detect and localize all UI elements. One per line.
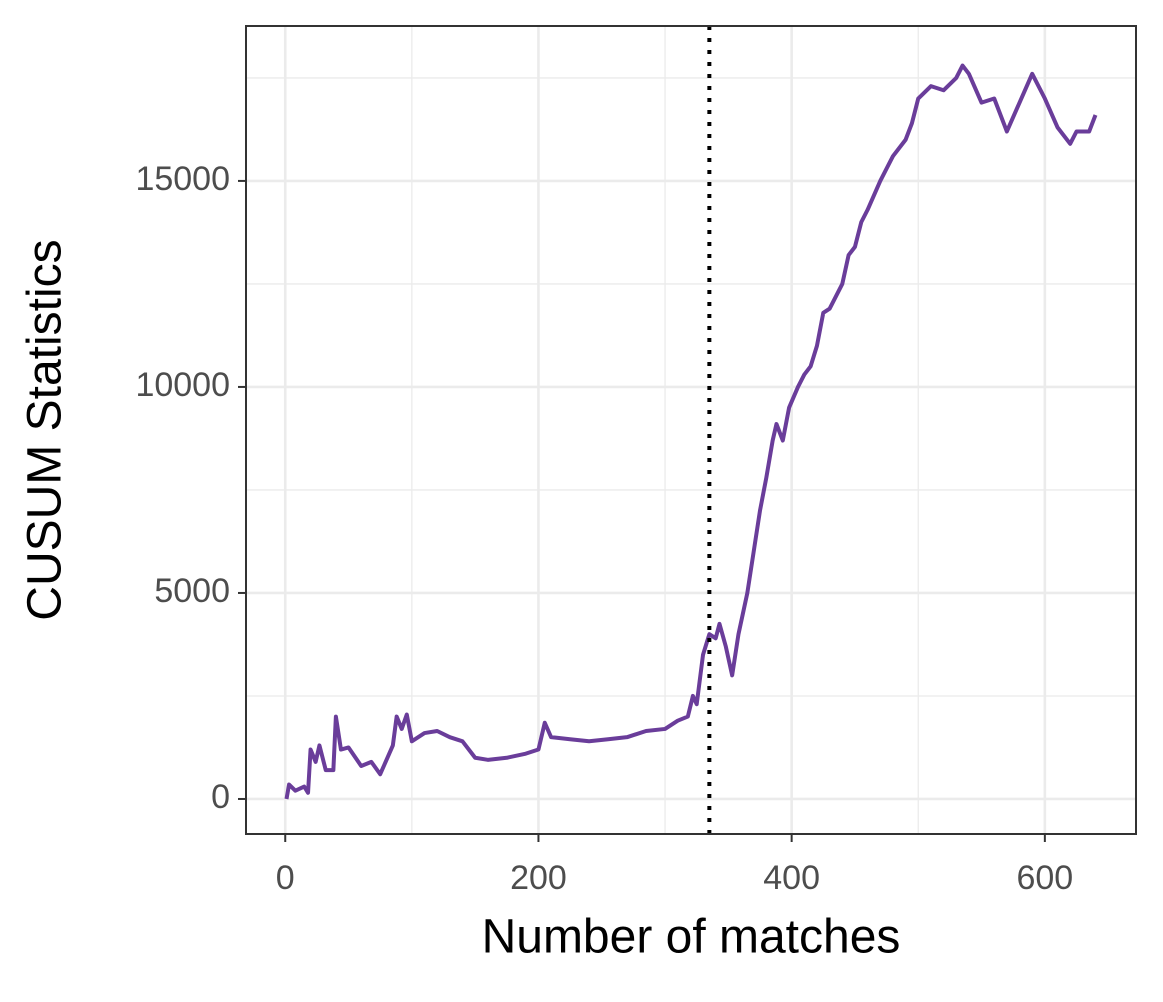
x-tick-label: 200 xyxy=(510,859,567,897)
y-tick-label: 15000 xyxy=(135,160,230,198)
panel-border xyxy=(245,25,1137,835)
y-tick-label: 0 xyxy=(211,778,230,816)
data-line xyxy=(284,63,1098,800)
y-axis-title: CUSUM Statistics xyxy=(19,239,72,620)
x-tick-label: 400 xyxy=(763,859,820,897)
y-tick-label: 5000 xyxy=(154,572,230,610)
x-axis-title: Number of matches xyxy=(482,911,901,964)
x-tick-label: 0 xyxy=(276,859,295,897)
x-tick-label: 600 xyxy=(1016,859,1073,897)
y-tick-label: 10000 xyxy=(135,366,230,404)
